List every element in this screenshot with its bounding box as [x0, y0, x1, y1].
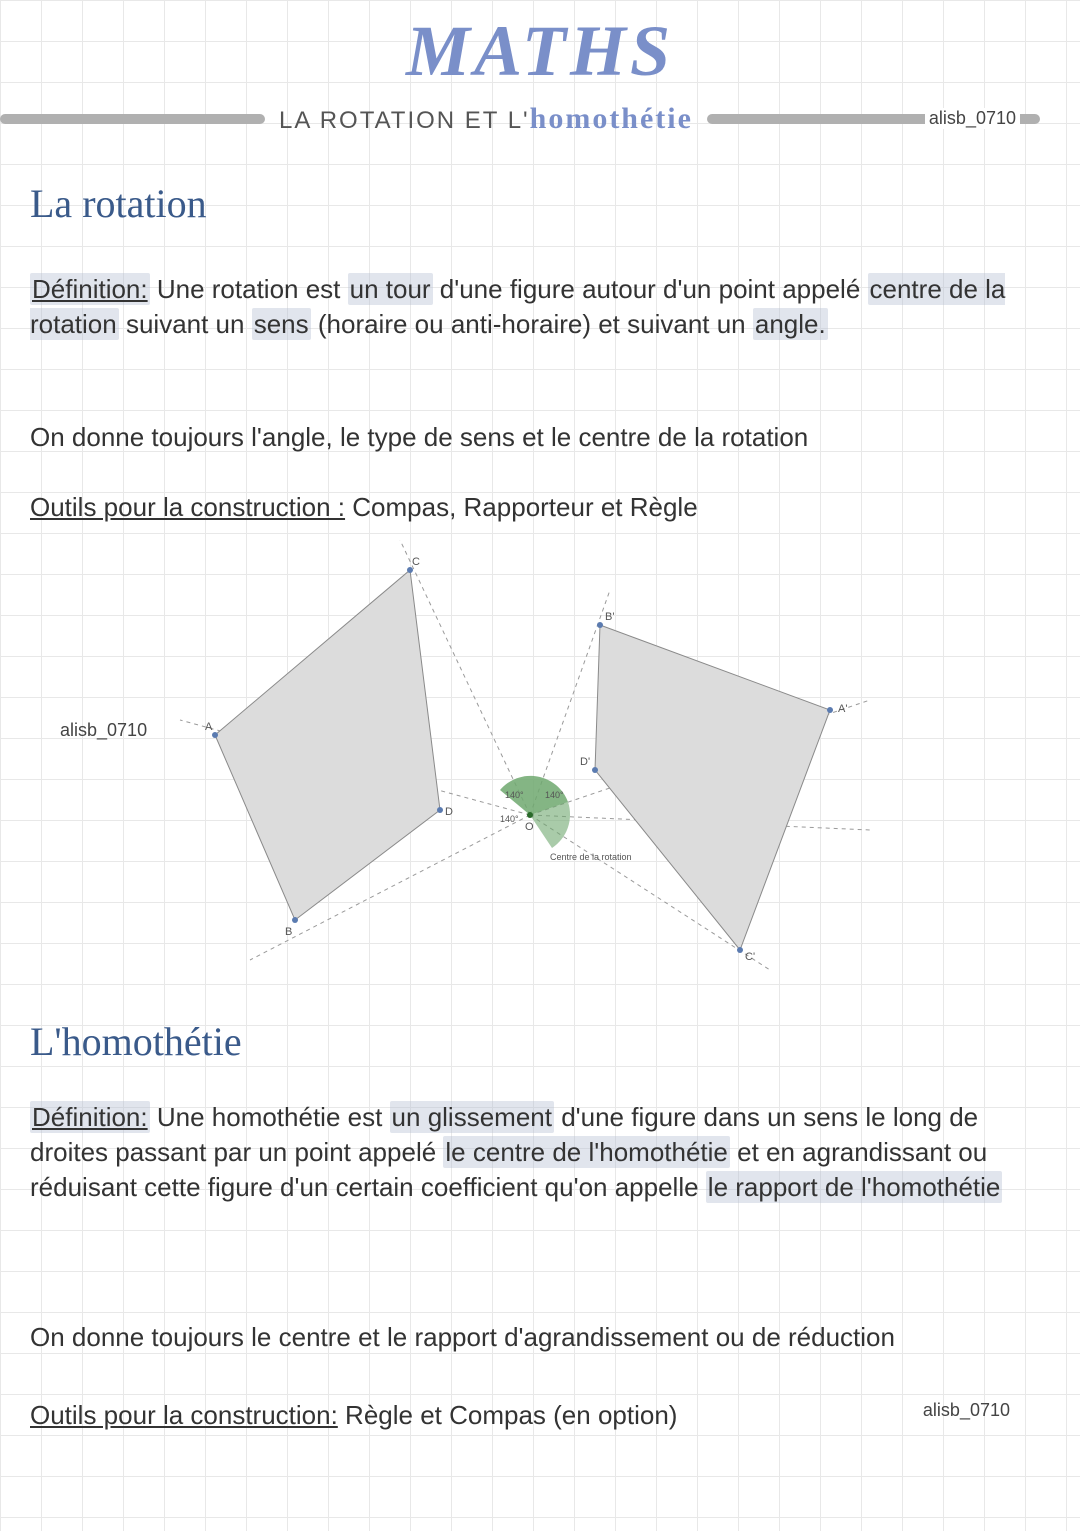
tools-label: Outils pour la construction : [30, 492, 345, 522]
watermark-top-right: alisb_0710 [925, 108, 1020, 129]
bar-left [0, 114, 265, 124]
def-label: Définition: [30, 273, 150, 305]
svg-text:C: C [412, 556, 420, 568]
tools-text: Compas, Rapporteur et Règle [345, 492, 698, 522]
def-hl-1: un tour [348, 273, 433, 305]
svg-text:D': D' [580, 756, 590, 768]
homothetie-tools: Outils pour la construction: Règle et Co… [30, 1398, 1040, 1433]
heading-homothetie: L'homothétie [30, 1018, 242, 1065]
tools-label-2: Outils pour la construction: [30, 1400, 338, 1430]
h-def-hl-1: un glissement [390, 1101, 554, 1133]
def-text-2: d'une figure autour d'un point appelé [433, 274, 868, 304]
svg-text:140°: 140° [545, 790, 564, 800]
def-text-3: suivant un [119, 309, 252, 339]
rotation-tools: Outils pour la construction : Compas, Ra… [30, 490, 1040, 525]
homothetie-note: On donne toujours le centre et le rappor… [30, 1320, 1040, 1355]
def-hl-4: angle. [753, 308, 828, 340]
h-def-text-1: Une homothétie est [150, 1102, 390, 1132]
svg-text:140°: 140° [500, 814, 519, 824]
h-def-hl-2: le centre de l'homothétie [443, 1136, 729, 1168]
svg-text:140°: 140° [505, 790, 524, 800]
h-def-hl-3: le rapport de l'homothétie [706, 1171, 1003, 1203]
homothetie-definition: Définition: Une homothétie est un glisse… [30, 1100, 1040, 1205]
def-text-1: Une rotation est [150, 274, 348, 304]
svg-text:B: B [285, 926, 292, 938]
watermark-mid: alisb_0710 [60, 720, 147, 741]
svg-text:A': A' [838, 703, 847, 715]
svg-text:B': B' [605, 611, 614, 623]
page-title: MATHS [0, 10, 1080, 93]
svg-text:O: O [525, 821, 534, 833]
subtitle-script: homothétie [530, 102, 693, 135]
def-text-4: (horaire ou anti-horaire) et suivant un [311, 309, 753, 339]
rotation-note: On donne toujours l'angle, le type de se… [30, 420, 1040, 455]
svg-text:D: D [445, 806, 453, 818]
subtitle-plain: LA ROTATION ET L' [279, 107, 530, 134]
svg-text:C': C' [745, 951, 755, 963]
diagram-caption: Centre de la rotation [550, 852, 632, 862]
subtitle-text: LA ROTATION ET L'homothétie [265, 102, 707, 136]
watermark-bottom-right: alisb_0710 [923, 1400, 1010, 1421]
def-hl-3: sens [252, 308, 311, 340]
heading-rotation: La rotation [30, 180, 207, 227]
subtitle-bar: LA ROTATION ET L'homothétie [0, 104, 1080, 134]
tools-text-2: Règle et Compas (en option) [338, 1400, 678, 1430]
svg-text:A: A [205, 721, 213, 733]
rotation-definition: Définition: Une rotation est un tour d'u… [30, 272, 1040, 342]
rotation-diagram: A C D B B' A' C' D' O 140° 140° 140° Cen… [150, 540, 910, 970]
def-label-2: Définition: [30, 1101, 150, 1133]
